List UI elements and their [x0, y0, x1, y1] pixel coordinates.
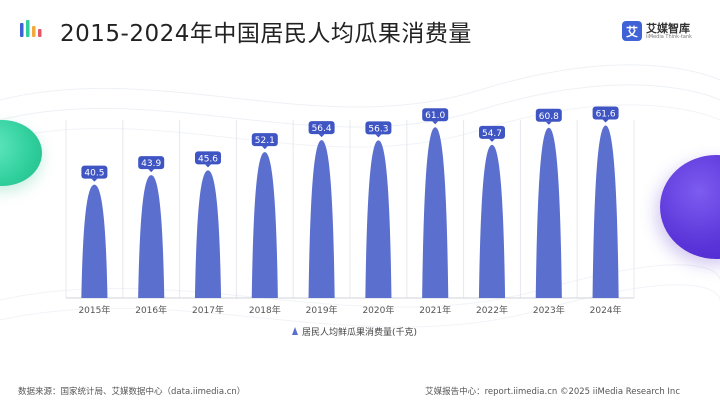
- value-label-bg: [365, 121, 392, 135]
- page-title: 2015-2024年中国居民人均瓜果消费量: [60, 21, 472, 47]
- title-bars-icon: [20, 20, 42, 37]
- bar: [422, 127, 449, 298]
- value-label-pointer: [432, 121, 439, 125]
- value-label-pointer: [148, 169, 155, 173]
- x-tick-label: 2020年: [362, 304, 394, 316]
- brand-mark-icon: 艾: [622, 21, 642, 41]
- value-label: 60.8: [539, 112, 559, 122]
- value-label-bg: [195, 151, 221, 165]
- value-label-pointer: [261, 146, 268, 150]
- x-tick-label: 2016年: [135, 304, 167, 316]
- value-label-pointer: [205, 164, 211, 168]
- chart-value-labels: 40.5 43.9 45.6 52.1 56.4 56.3 61.0 54.7 60.8 61.6: [81, 106, 619, 182]
- value-label-pointer: [545, 121, 552, 125]
- bar: [194, 170, 222, 298]
- footer-credit: 艾媒报告中心：report.iimedia.cn ©2025 iiMedia R…: [425, 387, 680, 397]
- value-label: 45.6: [198, 154, 218, 164]
- value-label-bg: [422, 108, 449, 122]
- x-tick-label: 2024年: [590, 304, 622, 316]
- value-label: 43.9: [141, 159, 161, 169]
- value-label-bg: [592, 106, 619, 120]
- brand-logo: 艾 艾媒智库 iiMedia Think-tank: [622, 20, 708, 42]
- bar: [535, 127, 562, 298]
- value-label: 61.6: [596, 110, 616, 120]
- value-label: 56.4: [312, 124, 332, 134]
- brand-subtitle: iiMedia Think-tank: [646, 33, 692, 40]
- value-label: 40.5: [84, 169, 104, 179]
- chart-bars: [81, 125, 619, 299]
- value-label-bg: [535, 108, 562, 122]
- bar: [251, 152, 278, 298]
- value-label-bg: [308, 121, 335, 135]
- x-tick-label: 2018年: [249, 304, 281, 316]
- value-label-pointer: [91, 178, 98, 182]
- value-label: 56.3: [368, 124, 388, 134]
- footer-source: 数据来源：国家统计局、艾媒数据中心（data.iimedia.cn）: [18, 387, 246, 397]
- value-label-pointer: [602, 119, 609, 123]
- x-tick-label: 2015年: [78, 304, 110, 316]
- brand-name: 艾媒智库: [646, 21, 690, 35]
- x-tick-label: 2021年: [419, 304, 451, 316]
- value-label-pointer: [375, 134, 382, 138]
- bar: [365, 140, 392, 298]
- value-label: 52.1: [255, 136, 275, 146]
- value-label: 61.0: [425, 111, 445, 121]
- x-tick-label: 2019年: [306, 304, 338, 316]
- chart-legend: 居民人均鲜瓜果消费量(千克): [292, 326, 417, 338]
- bar: [308, 140, 335, 298]
- x-tick-label: 2022年: [476, 304, 508, 316]
- legend-label: 居民人均鲜瓜果消费量(千克): [302, 326, 417, 338]
- value-label-bg: [81, 165, 108, 179]
- x-tick-label: 2023年: [533, 304, 565, 316]
- bar: [478, 144, 506, 298]
- bar: [138, 175, 165, 298]
- bar: [592, 125, 619, 299]
- value-label-bg: [138, 156, 165, 170]
- bar: [81, 184, 108, 298]
- value-label: 54.7: [482, 129, 502, 139]
- chart-x-ticks: 2015年 2016年 2017年 2018年 2019年 2020年 2021年 2022年…: [78, 304, 621, 316]
- legend-symbol: [292, 327, 298, 335]
- value-label-pointer: [489, 138, 495, 142]
- value-label-pointer: [318, 134, 325, 138]
- x-tick-label: 2017年: [192, 304, 224, 316]
- value-label-bg: [251, 133, 278, 147]
- value-label-bg: [479, 125, 505, 139]
